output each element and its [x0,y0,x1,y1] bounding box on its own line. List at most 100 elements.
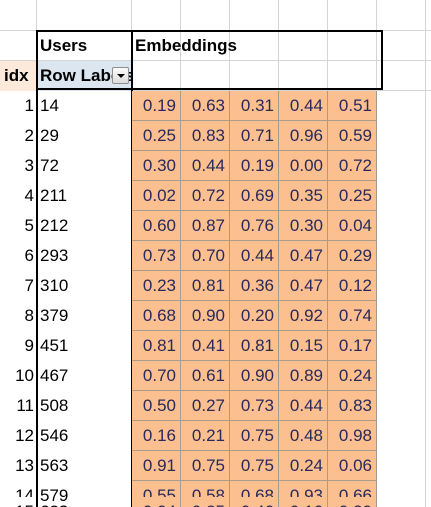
user-id-cell[interactable]: 546 [40,426,69,445]
embedding-cell[interactable]: 0.36 [230,271,279,301]
embedding-cell[interactable]: 0.90 [181,301,230,331]
embedding-cell[interactable]: 0.70 [132,361,181,391]
embedding-cell[interactable]: 0.17 [328,331,377,361]
embedding-cell[interactable]: 0.31 [230,91,279,121]
embedding-cell[interactable]: 0.59 [328,121,377,151]
embedding-cell[interactable]: 0.44 [279,391,328,421]
user-id-cell[interactable]: 211 [40,186,68,205]
idx-cell[interactable]: 3 [0,151,36,181]
embedding-cell[interactable]: 0.02 [132,181,181,211]
embedding-cell[interactable]: 0.92 [279,301,328,331]
user-id-cell[interactable]: 579 [40,486,69,505]
embedding-cell[interactable]: 0.89 [279,361,328,391]
embedding-cell[interactable]: 0.51 [328,91,377,121]
embedding-cell[interactable]: 0.00 [279,151,328,181]
embedding-cell[interactable]: 0.30 [328,497,377,507]
embedding-cell[interactable]: 0.75 [230,451,279,481]
idx-cell[interactable]: 11 [0,391,36,421]
idx-cell[interactable]: 9 [0,331,36,361]
idx-cell[interactable]: 10 [0,361,36,391]
embedding-cell[interactable]: 0.25 [181,497,230,507]
embedding-cell[interactable]: 0.98 [328,421,377,451]
embedding-cell[interactable]: 0.73 [230,391,279,421]
embedding-cell[interactable]: 0.44 [230,241,279,271]
idx-cell[interactable]: 13 [0,451,36,481]
embedding-cell[interactable]: 0.96 [279,121,328,151]
idx-cell[interactable]: 15 [0,497,36,507]
embedding-cell[interactable]: 0.19 [230,151,279,181]
embedding-cell[interactable]: 0.06 [328,451,377,481]
embedding-cell[interactable]: 0.50 [132,391,181,421]
embedding-cell[interactable]: 0.81 [132,331,181,361]
embedding-cell[interactable]: 0.70 [181,241,230,271]
embedding-cell[interactable]: 0.69 [230,181,279,211]
embedding-cell[interactable]: 0.30 [132,151,181,181]
embedding-cell[interactable]: 0.24 [279,451,328,481]
user-id-cell[interactable]: 623 [37,497,131,507]
idx-cell[interactable]: 5 [0,211,36,241]
embedding-cell[interactable]: 0.81 [230,331,279,361]
idx-cell[interactable]: 1 [0,91,36,121]
embedding-cell[interactable]: 0.12 [328,271,377,301]
idx-cell[interactable]: 4 [0,181,36,211]
embedding-cell[interactable]: 0.44 [181,151,230,181]
embedding-cell[interactable]: 0.71 [230,121,279,151]
embeddings-header[interactable]: Embeddings [135,36,238,55]
embedding-cell[interactable]: 0.16 [279,497,328,507]
embedding-cell[interactable]: 0.46 [230,497,279,507]
user-id-cell[interactable]: 467 [40,366,69,385]
embedding-cell[interactable]: 0.48 [279,421,328,451]
idx-cell[interactable]: 12 [0,421,36,451]
embedding-cell[interactable]: 0.72 [328,151,377,181]
row-labels-header[interactable]: Row Labels [37,61,131,91]
embedding-cell[interactable]: 0.63 [181,91,230,121]
user-id-cell[interactable]: 14 [40,96,59,115]
embedding-cell[interactable]: 0.90 [230,361,279,391]
embedding-cell[interactable]: 0.60 [132,211,181,241]
idx-cell[interactable]: 2 [0,121,36,151]
row-labels-filter-button[interactable] [112,67,129,84]
embedding-cell[interactable]: 0.74 [328,301,377,331]
user-id-cell[interactable]: 293 [40,246,69,265]
embedding-cell[interactable]: 0.87 [181,211,230,241]
embedding-cell[interactable]: 0.30 [279,211,328,241]
user-id-cell[interactable]: 563 [40,456,69,475]
embedding-cell[interactable]: 0.75 [230,421,279,451]
idx-cell[interactable]: 7 [0,271,36,301]
embedding-cell[interactable]: 0.21 [181,421,230,451]
embedding-cell[interactable]: 0.72 [181,181,230,211]
embedding-cell[interactable]: 0.44 [279,91,328,121]
user-id-cell[interactable]: 310 [40,276,69,295]
embedding-cell[interactable]: 0.81 [181,271,230,301]
embedding-cell[interactable]: 0.47 [279,241,328,271]
embedding-cell[interactable]: 0.15 [279,331,328,361]
embedding-cell[interactable]: 0.23 [132,271,181,301]
embedding-cell[interactable]: 0.16 [132,421,181,451]
idx-cell[interactable]: 6 [0,241,36,271]
user-id-cell[interactable]: 29 [40,126,59,145]
embedding-cell[interactable]: 0.61 [181,361,230,391]
user-id-cell[interactable]: 72 [40,156,59,175]
embedding-cell[interactable]: 0.04 [328,211,377,241]
embedding-cell[interactable]: 0.20 [230,301,279,331]
idx-header[interactable]: idx [0,61,36,91]
user-id-cell[interactable]: 212 [40,216,69,235]
embedding-cell[interactable]: 0.25 [132,121,181,151]
user-id-cell[interactable]: 451 [40,336,69,355]
embedding-cell[interactable]: 0.19 [132,91,181,121]
embedding-cell[interactable]: 0.83 [181,121,230,151]
user-id-cell[interactable]: 379 [40,306,69,325]
embedding-cell[interactable]: 0.68 [132,301,181,331]
idx-cell[interactable]: 8 [0,301,36,331]
embedding-cell[interactable]: 0.91 [132,451,181,481]
embedding-cell[interactable]: 0.73 [132,241,181,271]
embedding-cell[interactable]: 0.35 [279,181,328,211]
embedding-cell[interactable]: 0.76 [230,211,279,241]
user-id-cell[interactable]: 508 [40,396,69,415]
embedding-cell[interactable]: 0.83 [328,391,377,421]
embedding-cell[interactable]: 0.27 [181,391,230,421]
embedding-cell[interactable]: 0.41 [181,331,230,361]
embedding-cell[interactable]: 0.75 [181,451,230,481]
embedding-cell[interactable]: 0.25 [328,181,377,211]
